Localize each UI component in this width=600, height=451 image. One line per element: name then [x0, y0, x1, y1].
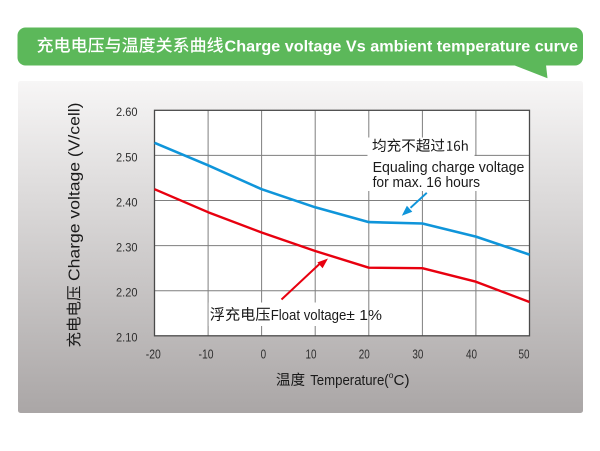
svg-text:Charge voltage (V/cell): Charge voltage (V/cell)	[67, 102, 84, 281]
svg-text:-20: -20	[146, 346, 161, 361]
svg-text:20: 20	[359, 346, 370, 361]
svg-text:10: 10	[306, 346, 317, 361]
svg-text:2.20: 2.20	[116, 286, 138, 300]
svg-text:2.60: 2.60	[116, 105, 138, 119]
svg-text:for max. 16 hours: for max. 16 hours	[373, 174, 480, 191]
svg-text:0: 0	[261, 346, 267, 361]
svg-text:C): C)	[394, 372, 410, 389]
svg-text:50: 50	[519, 346, 530, 361]
svg-text:o: o	[389, 370, 394, 380]
svg-text:2.50: 2.50	[116, 150, 138, 164]
svg-text:Temperature(: Temperature(	[310, 372, 389, 389]
svg-text:Float voltage: Float voltage	[271, 307, 347, 324]
svg-text:2.30: 2.30	[116, 241, 138, 255]
svg-text:30: 30	[412, 346, 423, 361]
svg-text:Equaling charge voltage: Equaling charge voltage	[373, 159, 525, 176]
svg-text:2.10: 2.10	[116, 331, 138, 345]
svg-text:Charge voltage Vs ambient temp: Charge voltage Vs ambient temperature cu…	[225, 39, 579, 56]
svg-text:-10: -10	[199, 346, 214, 361]
svg-text:± 1%: ± 1%	[346, 307, 382, 324]
svg-text:40: 40	[466, 346, 477, 361]
svg-text:2.40: 2.40	[116, 195, 138, 209]
